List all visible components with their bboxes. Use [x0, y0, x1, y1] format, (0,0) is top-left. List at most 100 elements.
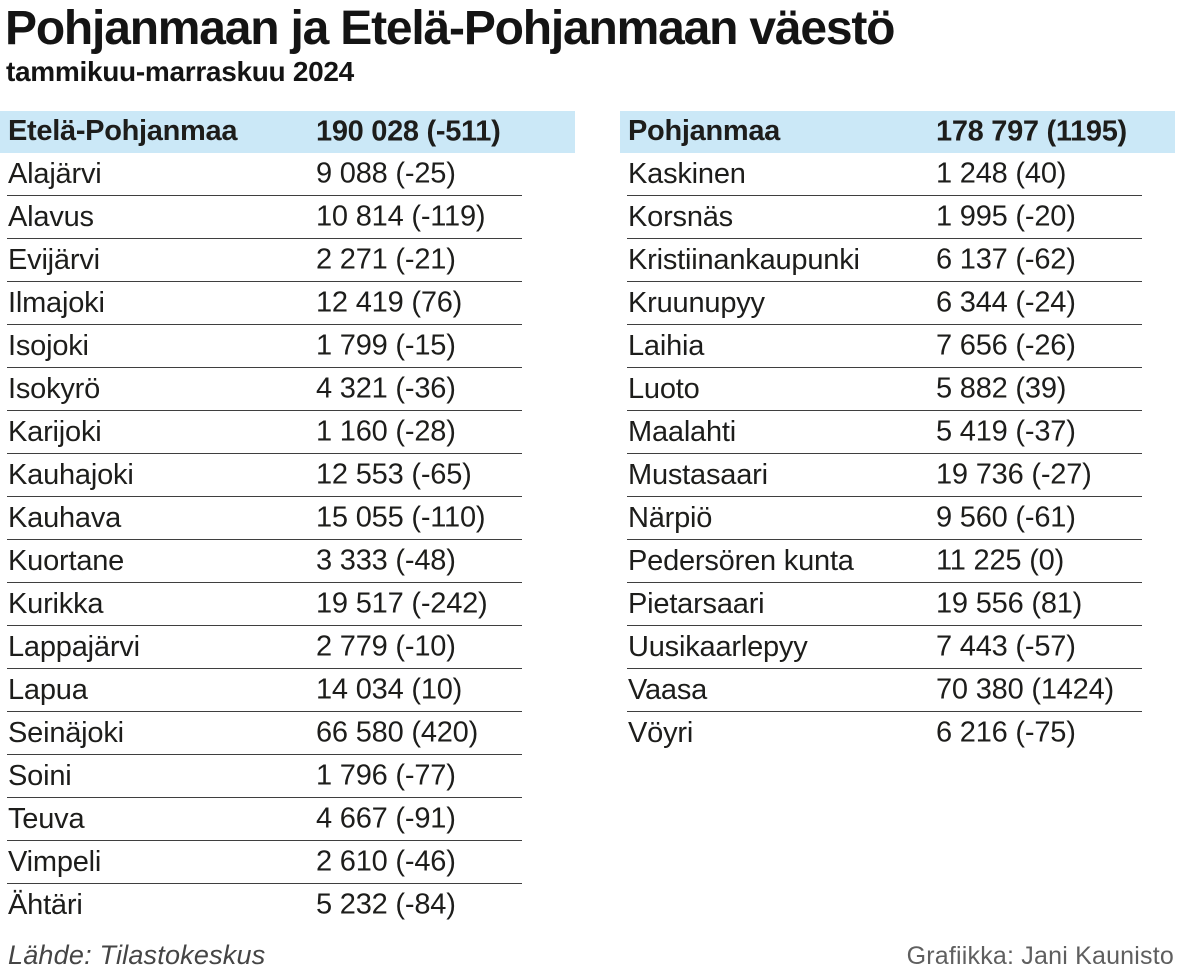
municipality-value: 10 814 (-119) [316, 200, 486, 233]
municipality-name: Laihia [628, 329, 705, 362]
source-note: Lähde: Tilastokeskus [8, 939, 266, 970]
municipality-name: Kaskinen [628, 157, 746, 190]
municipality-value: 7 443 (-57) [936, 630, 1076, 663]
region-header: Etelä-Pohjanmaa 190 028 (-511) [0, 110, 575, 153]
table-row: Isojoki 1 799 (-15) [0, 325, 575, 368]
municipality-name: Lapua [8, 673, 88, 706]
table-row: Kauhava 15 055 (-110) [0, 497, 575, 540]
municipality-name: Ähtäri [8, 888, 83, 921]
municipality-name: Soini [8, 759, 72, 792]
table-row: Isokyrö 4 321 (-36) [0, 368, 575, 411]
page-subtitle: tammikuu-marraskuu 2024 [6, 55, 354, 87]
municipality-value: 14 034 (10) [316, 673, 463, 706]
municipality-name: Isojoki [8, 329, 89, 362]
footer: Lähde: Tilastokeskus Grafiikka: Jani Kau… [0, 940, 1181, 971]
municipality-name: Alavus [8, 200, 94, 233]
municipality-name: Karijoki [8, 415, 102, 448]
municipality-name: Alajärvi [8, 157, 102, 190]
municipality-name: Vöyri [628, 716, 694, 749]
municipality-value: 12 419 (76) [316, 286, 463, 319]
municipality-value: 70 380 (1424) [936, 673, 1114, 706]
table-row: Seinäjoki 66 580 (420) [0, 712, 575, 755]
table-row: Vimpeli 2 610 (-46) [0, 841, 575, 884]
municipality-value: 4 667 (-91) [316, 802, 456, 835]
table-row: Kurikka 19 517 (-242) [0, 583, 575, 626]
page-title: Pohjanmaan ja Etelä-Pohjanmaan väestö [5, 2, 895, 55]
municipality-value: 19 517 (-242) [316, 587, 488, 620]
municipality-name: Kristiinankaupunki [628, 243, 860, 276]
municipality-name: Evijärvi [8, 243, 100, 276]
table-row: Karijoki 1 160 (-28) [0, 411, 575, 454]
municipality-value: 2 610 (-46) [316, 845, 456, 878]
table-row: Pietarsaari 19 556 (81) [620, 583, 1175, 626]
municipality-name: Kurikka [8, 587, 104, 620]
table-row: Vöyri 6 216 (-75) [620, 712, 1175, 755]
municipality-name: Mustasaari [628, 458, 768, 491]
table-row: Vaasa 70 380 (1424) [620, 669, 1175, 712]
municipality-name: Kuortane [8, 544, 125, 577]
municipality-value: 5 232 (-84) [316, 888, 456, 921]
table-row: Teuva 4 667 (-91) [0, 798, 575, 841]
credit-note: Grafiikka: Jani Kaunisto [906, 941, 1174, 970]
municipality-name: Pietarsaari [628, 587, 765, 620]
municipality-value: 6 137 (-62) [936, 243, 1076, 276]
table-row: Evijärvi 2 271 (-21) [0, 239, 575, 282]
municipality-value: 4 321 (-36) [316, 372, 456, 405]
table-row: Lappajärvi 2 779 (-10) [0, 626, 575, 669]
municipality-value: 6 216 (-75) [936, 716, 1076, 749]
table-row: Lapua 14 034 (10) [0, 669, 575, 712]
table-row: Mustasaari 19 736 (-27) [620, 454, 1175, 497]
municipality-name: Vaasa [628, 673, 708, 706]
municipality-value: 3 333 (-48) [316, 544, 456, 577]
table-row: Uusikaarlepyy 7 443 (-57) [620, 626, 1175, 669]
municipality-name: Kauhajoki [8, 458, 134, 491]
table-row: Ähtäri 5 232 (-84) [0, 884, 575, 927]
municipality-name: Seinäjoki [8, 716, 124, 749]
municipality-name: Pedersören kunta [628, 544, 854, 577]
table-row: Luoto 5 882 (39) [620, 368, 1175, 411]
municipality-name: Vimpeli [8, 845, 102, 878]
municipality-value: 1 796 (-77) [316, 759, 456, 792]
municipality-name: Kruunupyy [628, 286, 765, 319]
table-row: Ilmajoki 12 419 (76) [0, 282, 575, 325]
region-header: Pohjanmaa 178 797 (1195) [620, 110, 1175, 153]
municipality-name: Lappajärvi [8, 630, 140, 663]
municipality-name: Isokyrö [8, 372, 101, 405]
region-total: 190 028 (-511) [316, 115, 501, 148]
municipality-value: 11 225 (0) [936, 544, 1065, 577]
municipality-value: 19 736 (-27) [936, 458, 1092, 491]
table-row: Maalahti 5 419 (-37) [620, 411, 1175, 454]
region-name: Etelä-Pohjanmaa [8, 115, 238, 148]
municipality-name: Korsnäs [628, 200, 733, 233]
municipality-value: 12 553 (-65) [316, 458, 472, 491]
municipality-value: 9 088 (-25) [316, 157, 456, 190]
municipality-value: 1 160 (-28) [316, 415, 456, 448]
municipality-value: 2 779 (-10) [316, 630, 456, 663]
region-table-etel-pohjanmaa: Etelä-Pohjanmaa 190 028 (-511) Alajärvi 9 0… [0, 110, 575, 927]
table-row: Laihia 7 656 (-26) [620, 325, 1175, 368]
table-row: Kauhajoki 12 553 (-65) [0, 454, 575, 497]
municipality-name: Kauhava [8, 501, 122, 534]
table-row: Alavus 10 814 (-119) [0, 196, 575, 239]
table-row: Kuortane 3 333 (-48) [0, 540, 575, 583]
region-name: Pohjanmaa [628, 115, 781, 148]
municipality-value: 7 656 (-26) [936, 329, 1076, 362]
table-row: Kaskinen 1 248 (40) [620, 153, 1175, 196]
municipality-value: 6 344 (-24) [936, 286, 1076, 319]
table-row: Kruunupyy 6 344 (-24) [620, 282, 1175, 325]
region-total: 178 797 (1195) [936, 115, 1127, 148]
municipality-value: 5 882 (39) [936, 372, 1067, 405]
municipality-name: Luoto [628, 372, 700, 405]
municipality-value: 1 799 (-15) [316, 329, 456, 362]
municipality-value: 15 055 (-110) [316, 501, 486, 534]
municipality-name: Närpiö [628, 501, 713, 534]
municipality-name: Uusikaarlepyy [628, 630, 808, 663]
municipality-value: 9 560 (-61) [936, 501, 1076, 534]
municipality-value: 1 248 (40) [936, 157, 1067, 190]
municipality-name: Teuva [8, 802, 85, 835]
municipality-value: 1 995 (-20) [936, 200, 1076, 233]
tables-container: Etelä-Pohjanmaa 190 028 (-511) Alajärvi 9 0… [0, 110, 1181, 927]
municipality-value: 19 556 (81) [936, 587, 1083, 620]
table-row: Alajärvi 9 088 (-25) [0, 153, 575, 196]
municipality-name: Maalahti [628, 415, 737, 448]
